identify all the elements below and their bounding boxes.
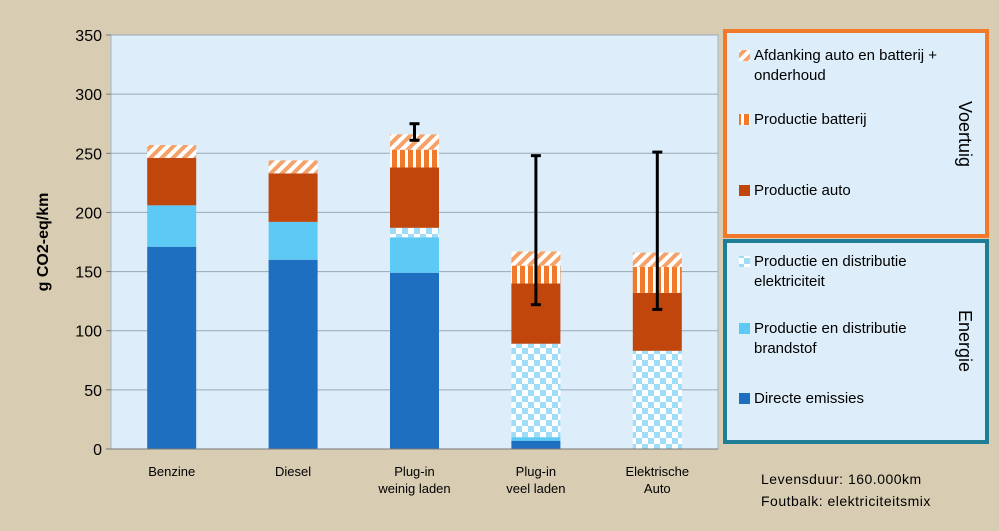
x-tick-label: veel laden [506, 481, 565, 496]
x-tick-label: Auto [644, 481, 671, 496]
bar-segment [268, 160, 318, 174]
legend-label: Productie en distributie [754, 320, 907, 337]
legend-swatch [739, 256, 750, 267]
bar-segment [390, 227, 439, 238]
x-axis: Benzine Diesel Plug-in weinig laden Plug-in v… [111, 448, 718, 496]
bar-segment [632, 350, 682, 449]
y-tick-label: 250 [75, 146, 102, 163]
x-tick-label: weinig laden [377, 481, 450, 496]
bar-segment [511, 437, 561, 441]
legend-label: brandstof [754, 340, 817, 357]
legend-swatch [739, 185, 750, 196]
x-tick-label: Plug-in [394, 464, 434, 479]
legend-label: Directe emissies [754, 390, 864, 407]
bar-segment [511, 440, 561, 449]
legend: Afdanking auto en batterij + onderhoud Pro… [723, 29, 989, 444]
y-tick-label: 200 [75, 205, 102, 222]
x-tick-label: Plug-in [516, 464, 556, 479]
legend-label: Productie auto [754, 182, 851, 199]
y-axis-label: g CO2-eq/km [35, 193, 52, 292]
legend-label: Afdanking auto en batterij + [754, 47, 937, 64]
bar-segment [268, 259, 318, 449]
legend-swatch [739, 323, 750, 334]
note-text: Foutbalk: elektriciteitsmix [761, 493, 931, 509]
bar-segment [390, 237, 439, 273]
x-tick-label: Elektrische [626, 464, 690, 479]
legend-swatch [739, 393, 750, 404]
note-text: Levensduur: 160.000km [761, 471, 922, 487]
legend-box [723, 239, 989, 444]
y-tick-label: 100 [75, 324, 102, 341]
bar-segment [390, 167, 439, 228]
legend-label: elektriciteit [754, 273, 826, 290]
notes: Levensduur: 160.000km Foutbalk: elektrici… [761, 471, 931, 509]
x-tick-label: Benzine [148, 464, 195, 479]
legend-group-title: Energie [955, 310, 975, 372]
y-tick-label: 300 [75, 87, 102, 104]
y-tick-label: 50 [84, 383, 102, 400]
bar-segment [390, 149, 439, 168]
bar-segment [390, 134, 439, 150]
y-tick-label: 0 [93, 442, 102, 459]
bar-segment [147, 246, 197, 449]
error-bars [409, 122, 663, 311]
legend-swatch [739, 114, 750, 125]
bar-segment [268, 221, 318, 260]
legend-swatch [739, 50, 750, 61]
bar-segment [147, 158, 197, 206]
legend-box [723, 29, 989, 238]
legend-group-title: Voertuig [955, 101, 975, 167]
y-axis: 0 50 100 150 200 250 300 350 [75, 28, 111, 459]
bar-segment [268, 173, 318, 222]
bar-segment [511, 343, 561, 438]
legend-label: Productie en distributie [754, 253, 907, 270]
bar-segment [147, 145, 197, 159]
legend-label: onderhoud [754, 67, 826, 84]
y-tick-label: 150 [75, 265, 102, 282]
bar-segment [147, 205, 197, 247]
legend-label: Productie batterij [754, 111, 867, 128]
y-tick-label: 350 [75, 28, 102, 45]
bar-segment [390, 272, 439, 449]
x-tick-label: Diesel [275, 464, 311, 479]
